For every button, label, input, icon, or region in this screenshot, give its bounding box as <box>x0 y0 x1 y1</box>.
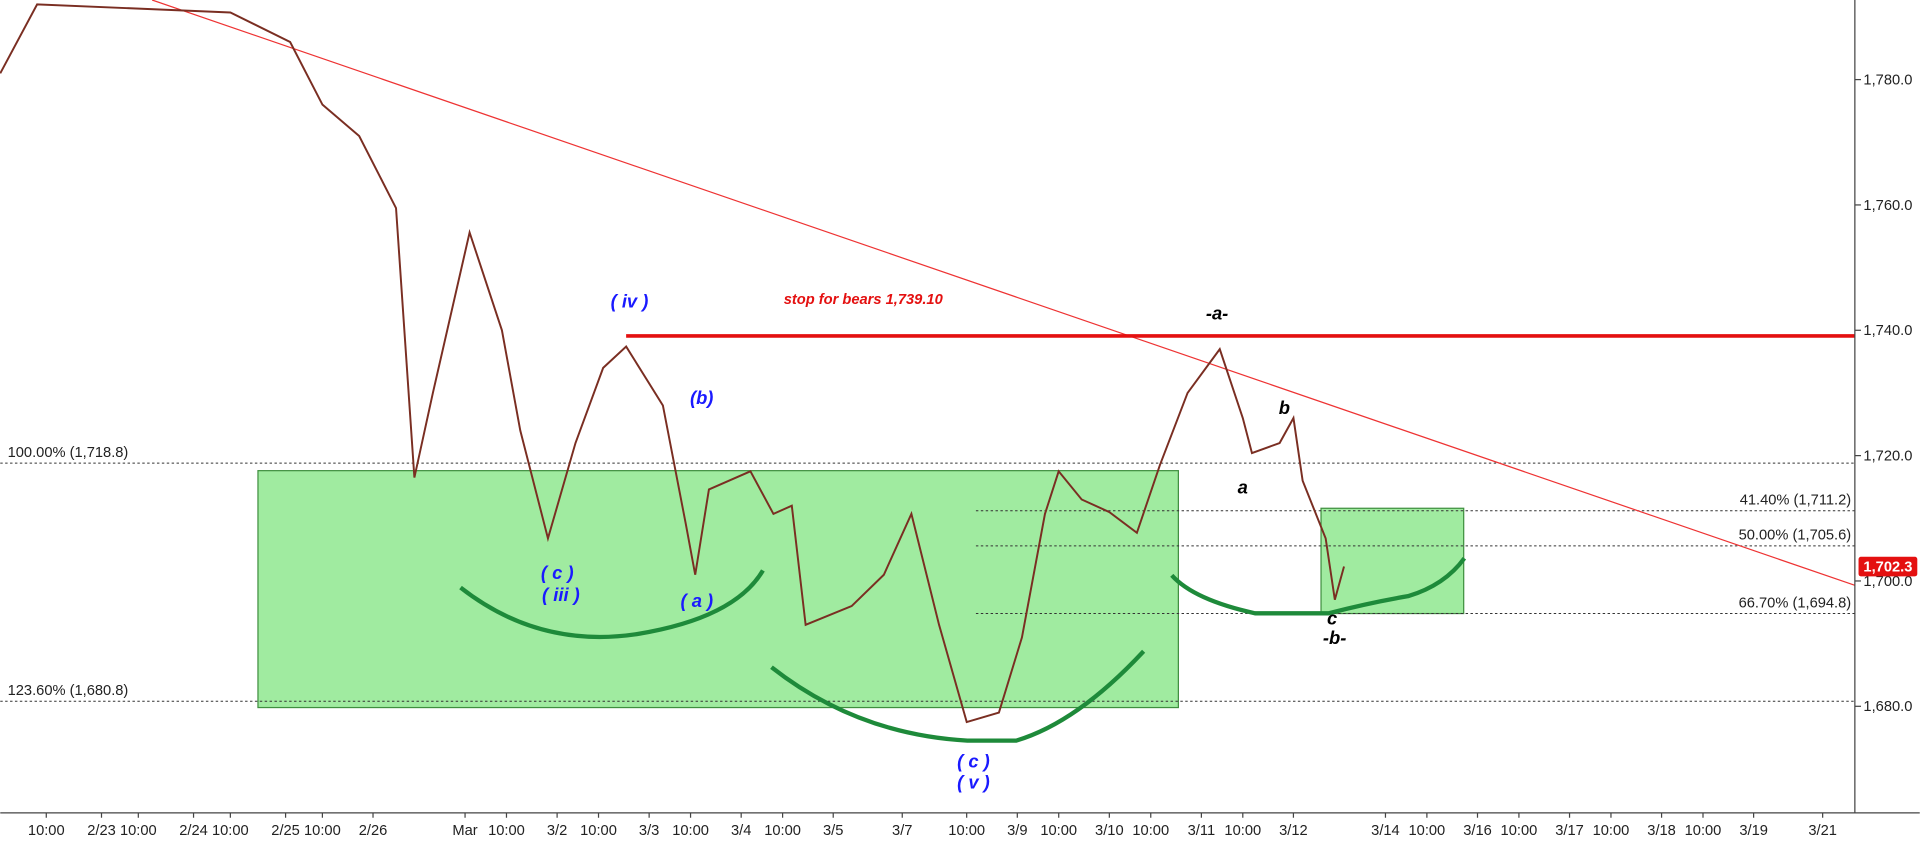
x-tick-label: 3/12 <box>1279 823 1308 839</box>
plot: stop for bears 1,739.10 <box>0 0 1856 724</box>
x-tick-label: 10:00 <box>1685 823 1722 839</box>
x-tick-label: 10:00 <box>1040 823 1077 839</box>
x-tick-label: 3/5 <box>823 823 843 839</box>
arc <box>770 649 1146 743</box>
x-tick-label: 10:00 <box>120 823 157 839</box>
wave-label: b <box>1279 397 1290 418</box>
arc <box>1170 556 1467 616</box>
x-tick-label: 3/17 <box>1555 823 1584 839</box>
axes: 1,680.0 1,700.0 1,720.0 1,740.0 1,760.0 1,780… <box>28 72 1918 839</box>
x-tick-label: 10:00 <box>764 823 801 839</box>
arc <box>459 569 765 640</box>
x-tick-label: 10:00 <box>1132 823 1169 839</box>
wave-label: ( v ) <box>957 771 990 792</box>
wave-label: ( a ) <box>680 590 713 611</box>
zone <box>257 470 1179 709</box>
level-label: 41.40% (1,711.2) <box>1740 493 1851 509</box>
wave-label: ( c ) <box>957 751 990 772</box>
wave-label: c <box>1327 607 1337 628</box>
x-tick-label: 3/7 <box>892 823 912 839</box>
last-price-label: 1,702.3 <box>1863 559 1912 575</box>
x-tick-label: 10:00 <box>672 823 709 839</box>
x-tick-label: 2/26 <box>359 823 388 839</box>
x-tick-label: 2/24 <box>179 823 208 839</box>
y-tick-label: 1,760.0 <box>1863 198 1912 214</box>
x-tick-label: 3/10 <box>1095 823 1124 839</box>
stop-label: stop for bears 1,739.10 <box>784 292 944 308</box>
x-tick-label: 10:00 <box>212 823 249 839</box>
x-tick-label: 10:00 <box>1501 823 1538 839</box>
level-label: 50.00% (1,705.6) <box>1739 528 1852 544</box>
x-tick-label: 10:00 <box>1224 823 1261 839</box>
x-tick-label: 3/4 <box>731 823 751 839</box>
levels: 100.00% (1,718.8) 41.40% (1,711.2) 50.00% … <box>0 445 1855 702</box>
y-tick-label: 1,720.0 <box>1863 449 1912 465</box>
level-label: 100.00% (1,718.8) <box>8 445 129 461</box>
level-label: 66.70% (1,694.8) <box>1739 595 1852 611</box>
last-price-badge <box>1858 556 1918 577</box>
x-tick-label: 3/14 <box>1371 823 1400 839</box>
wave-label: a <box>1238 476 1248 497</box>
x-tick-label: 10:00 <box>1409 823 1446 839</box>
x-tick-label: 3/16 <box>1463 823 1492 839</box>
x-tick-label: 3/2 <box>547 823 567 839</box>
wave-label: (b) <box>690 387 713 408</box>
x-tick-label: 10:00 <box>304 823 341 839</box>
x-tick-label: 10:00 <box>580 823 617 839</box>
level-label: 123.60% (1,680.8) <box>8 683 129 699</box>
zones <box>257 470 1465 709</box>
x-tick-label: 10:00 <box>948 823 985 839</box>
y-tick-label: 1,680.0 <box>1863 699 1912 715</box>
x-tick-label: 10:00 <box>1593 823 1630 839</box>
wave-label: ( c ) <box>541 562 574 583</box>
wave-label: -b- <box>1323 627 1346 648</box>
x-tick-label: 2/25 <box>271 823 300 839</box>
x-tick-label: 3/19 <box>1739 823 1768 839</box>
arcs <box>459 556 1467 743</box>
x-tick-label: 3/9 <box>1007 823 1027 839</box>
wave-label: -a- <box>1206 303 1228 324</box>
zone <box>1320 507 1465 615</box>
x-tick-label: 3/21 <box>1808 823 1837 839</box>
wave-label: ( iii ) <box>542 584 580 605</box>
x-tick-label: 3/11 <box>1188 823 1215 839</box>
x-tick-label: Mar <box>452 823 477 839</box>
trendline <box>151 0 1856 586</box>
y-tick-label: 1,700.0 <box>1863 574 1912 590</box>
y-tick-label: 1,740.0 <box>1863 323 1912 339</box>
wave-label: ( iv ) <box>611 290 649 311</box>
annotations: ( iv )(b)( c )( iii )( a )( c )( v )-a-b… <box>541 290 1346 792</box>
x-tick-label: 10:00 <box>28 823 65 839</box>
y-tick-label: 1,780.0 <box>1863 72 1912 88</box>
x-tick-label: 10:00 <box>488 823 525 839</box>
x-tick-label: 3/18 <box>1647 823 1676 839</box>
price-line <box>0 3 1345 724</box>
x-tick-label: 2/23 <box>87 823 116 839</box>
x-tick-label: 3/3 <box>639 823 659 839</box>
